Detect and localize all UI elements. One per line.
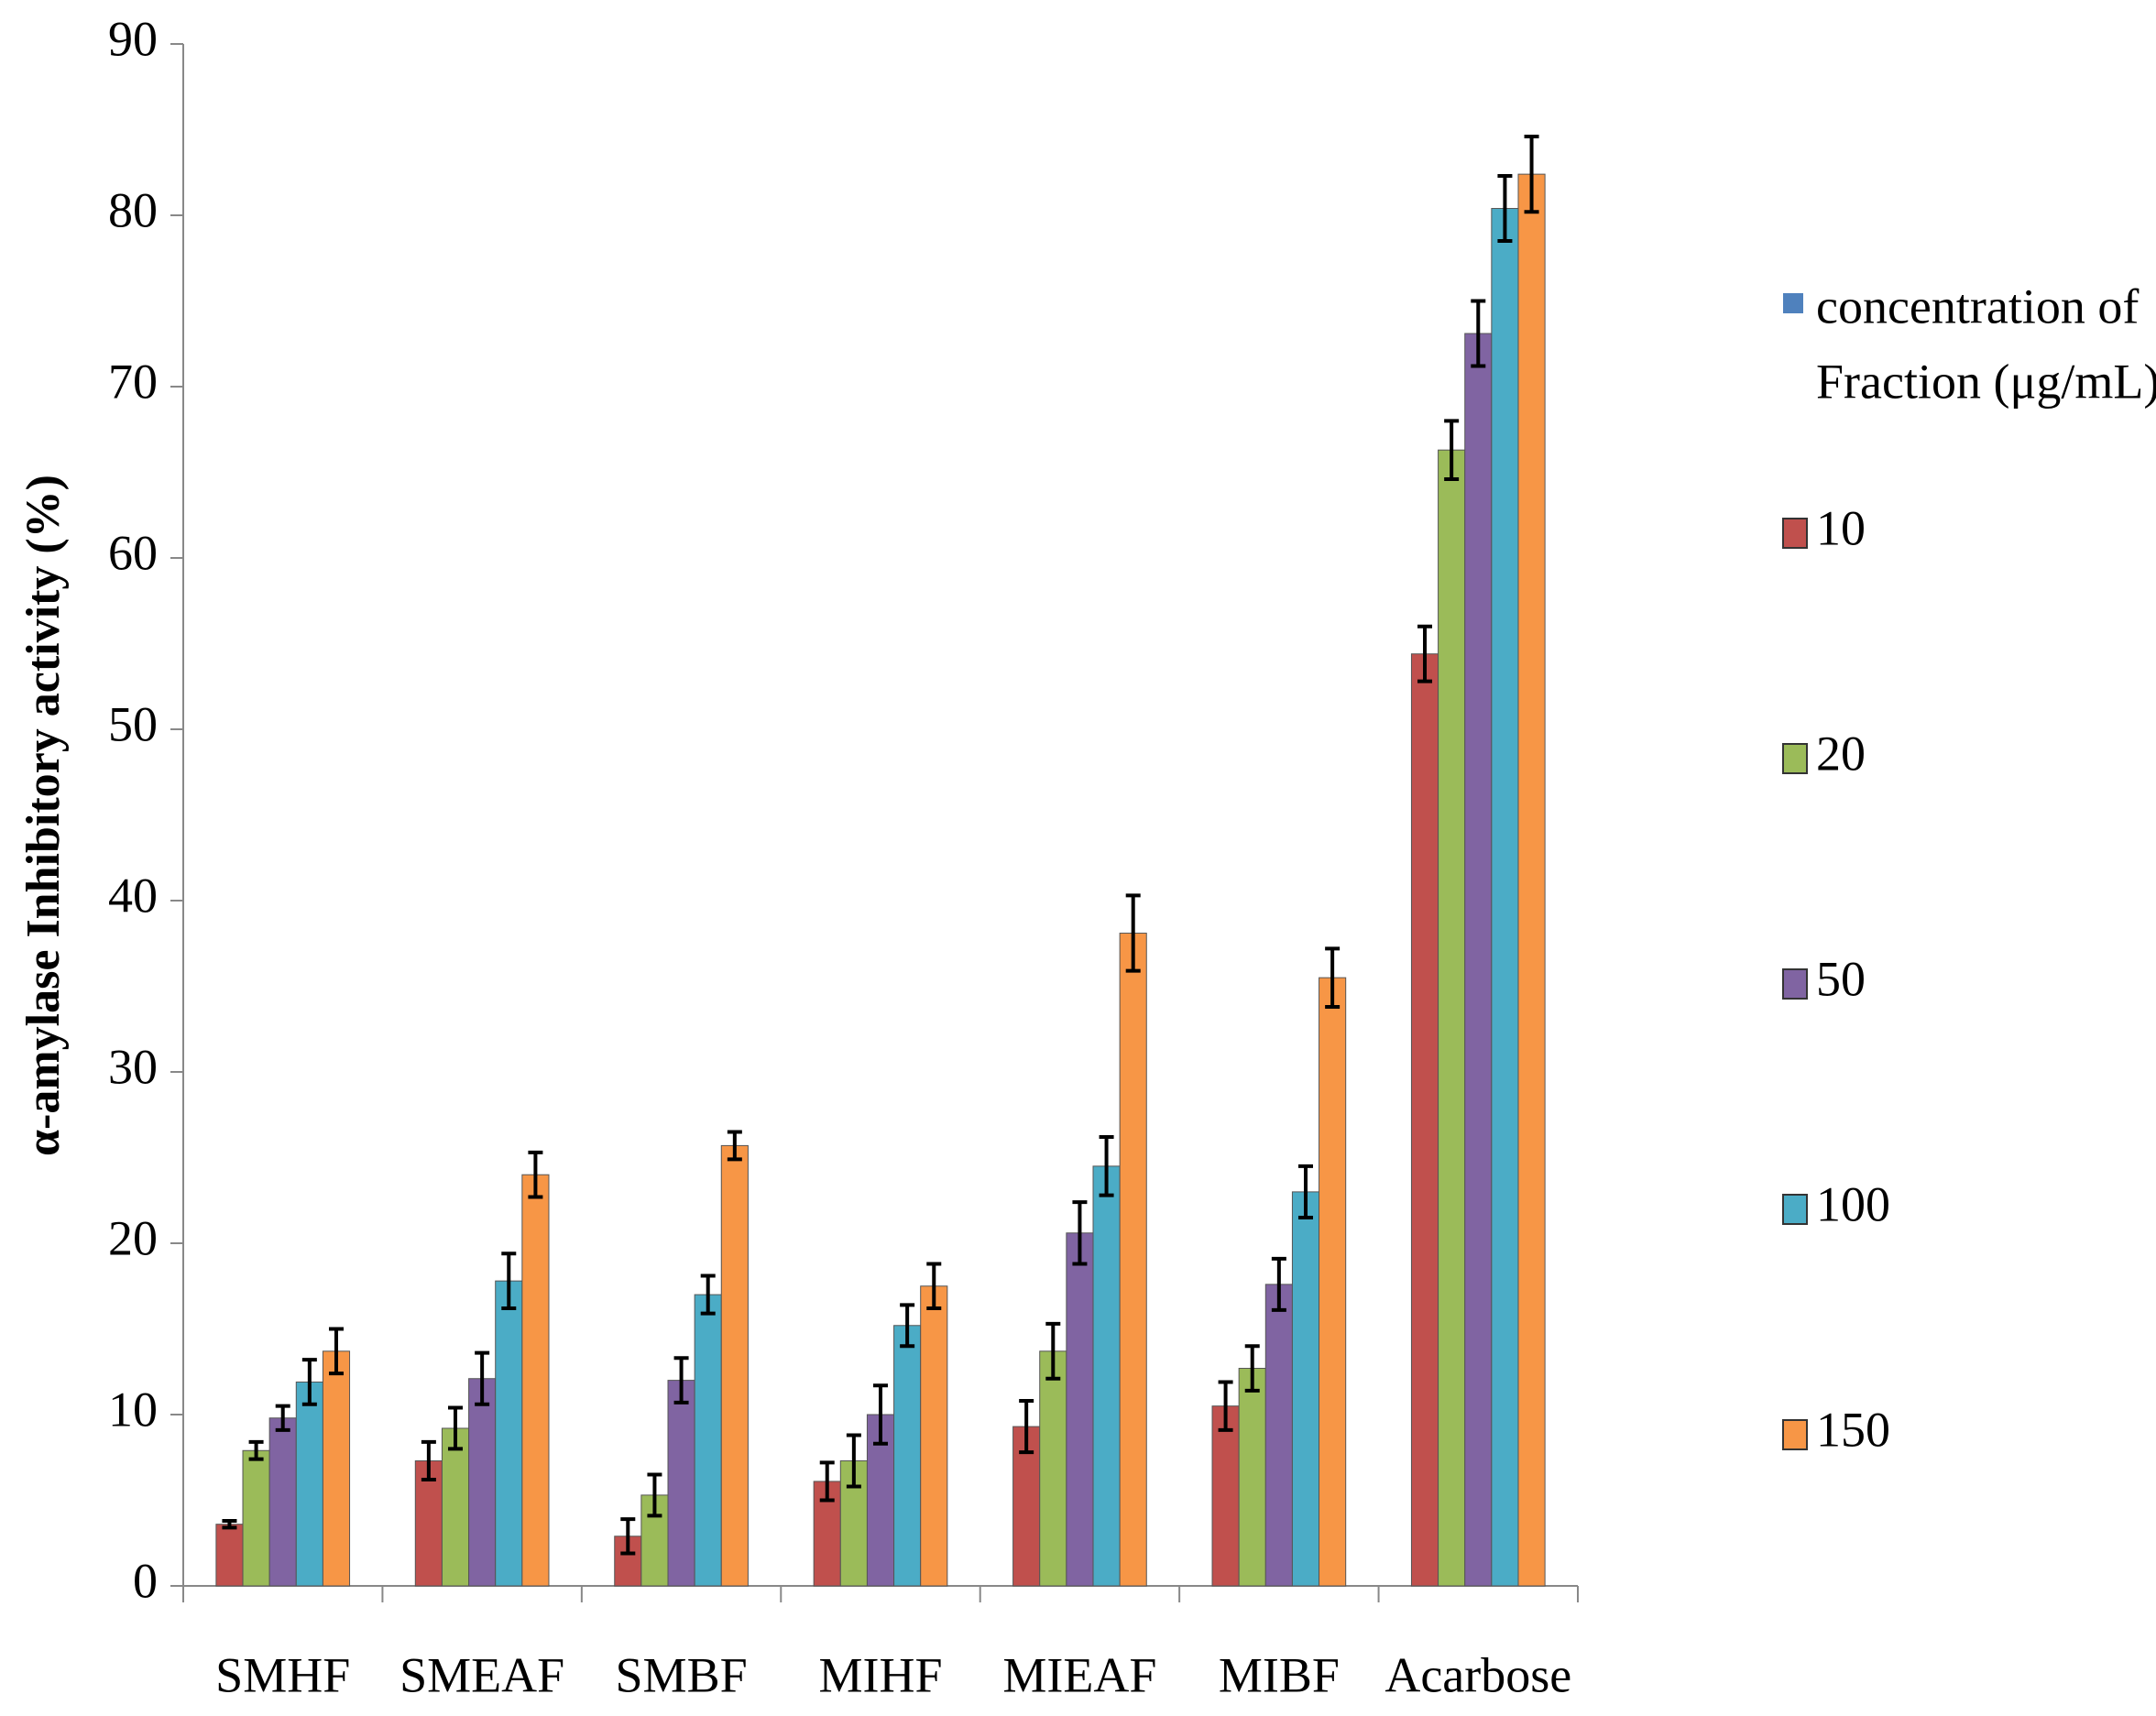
bar	[1464, 333, 1493, 1587]
legend-label: 100	[1816, 1176, 1890, 1231]
bar	[495, 1280, 523, 1587]
bar	[920, 1285, 948, 1587]
error-bar	[1218, 1380, 1233, 1432]
error-bar	[647, 1472, 662, 1518]
legend-title: Fraction (μg/mL)	[1816, 354, 2156, 409]
error-bar	[900, 1303, 915, 1349]
legend-swatch	[1782, 1194, 1808, 1225]
error-bar	[727, 1130, 742, 1162]
x-tick-label: SMEAF	[399, 1647, 564, 1702]
bar	[1410, 653, 1439, 1587]
error-bar	[926, 1262, 942, 1311]
bar	[1238, 1368, 1266, 1587]
y-tick-label: 90	[108, 11, 158, 66]
error-bar	[1072, 1200, 1088, 1266]
error-bar	[1271, 1256, 1286, 1312]
x-tick-label: SMBF	[616, 1647, 748, 1702]
y-tick-label: 70	[108, 354, 158, 409]
error-bar	[1297, 1164, 1313, 1219]
bar	[322, 1350, 351, 1587]
legend-swatch	[1782, 518, 1808, 549]
error-bar	[248, 1439, 264, 1461]
legend-swatch	[1782, 743, 1808, 774]
error-bar	[1099, 1135, 1114, 1197]
y-tick-label: 30	[108, 1039, 158, 1094]
error-bar	[620, 1517, 636, 1556]
error-bar	[222, 1518, 237, 1530]
error-bar	[846, 1433, 861, 1489]
bar	[1264, 1284, 1293, 1587]
bar	[1517, 173, 1546, 1587]
legend-swatch	[1782, 968, 1808, 1000]
y-tick-label: 50	[108, 696, 158, 751]
bar	[694, 1294, 722, 1587]
x-tick-label: MIHF	[818, 1647, 942, 1702]
bar	[1438, 449, 1466, 1587]
error-bar	[301, 1358, 317, 1406]
bar	[1092, 1165, 1121, 1587]
bar	[268, 1417, 297, 1587]
error-bar	[673, 1356, 689, 1404]
y-axis-label: α-amylase Inhibitory activity (%)	[17, 475, 70, 1156]
legend-label: 150	[1816, 1402, 1890, 1457]
error-bar	[501, 1251, 517, 1311]
bar	[521, 1174, 550, 1587]
error-bar	[1524, 134, 1539, 214]
bar	[295, 1381, 323, 1587]
error-bar	[1045, 1321, 1061, 1381]
bar	[1491, 208, 1519, 1587]
error-bar	[1444, 419, 1460, 481]
bar	[1119, 933, 1147, 1587]
x-tick-label: MIEAF	[1002, 1647, 1156, 1702]
bar	[720, 1144, 749, 1587]
bar	[1039, 1350, 1067, 1587]
legend-title: concentration of	[1816, 279, 2139, 333]
x-tick-label: SMHF	[215, 1647, 350, 1702]
error-bar	[275, 1404, 290, 1432]
y-tick-label: 20	[108, 1210, 158, 1265]
y-tick-label: 80	[108, 182, 158, 237]
bar	[215, 1524, 244, 1587]
bar	[1211, 1405, 1240, 1587]
bar	[667, 1380, 695, 1587]
legend-label: 10	[1816, 500, 1866, 555]
bar	[242, 1449, 270, 1587]
error-bar	[1325, 946, 1341, 1009]
legend-label: 20	[1816, 726, 1866, 781]
x-tick-label: Acarbose	[1384, 1647, 1571, 1702]
legend-swatch	[1782, 1419, 1808, 1450]
error-bar	[819, 1460, 835, 1503]
error-bar	[1244, 1344, 1260, 1393]
bar	[441, 1427, 470, 1587]
bar	[1066, 1232, 1094, 1587]
error-bar	[421, 1439, 436, 1482]
error-bar	[1471, 299, 1486, 368]
bar	[893, 1325, 922, 1587]
error-bar	[700, 1273, 716, 1316]
error-bar	[1125, 893, 1141, 973]
x-tick-label: MIBF	[1219, 1647, 1340, 1702]
error-bar	[448, 1405, 464, 1451]
error-bar	[328, 1327, 344, 1376]
legend-label: 50	[1816, 951, 1866, 1006]
y-tick-label: 40	[108, 868, 158, 923]
error-bar	[475, 1350, 490, 1406]
bar	[1291, 1191, 1320, 1587]
error-bar	[1417, 624, 1433, 683]
y-tick-label: 0	[133, 1553, 158, 1608]
error-bar	[873, 1383, 888, 1446]
error-bar	[1497, 173, 1513, 244]
y-tick-label: 10	[108, 1382, 158, 1437]
error-bar	[528, 1150, 543, 1199]
legend-swatch	[1783, 293, 1803, 313]
error-bar	[1019, 1399, 1034, 1455]
bar	[468, 1378, 497, 1587]
bar	[1319, 977, 1347, 1587]
y-tick-label: 60	[108, 525, 158, 580]
